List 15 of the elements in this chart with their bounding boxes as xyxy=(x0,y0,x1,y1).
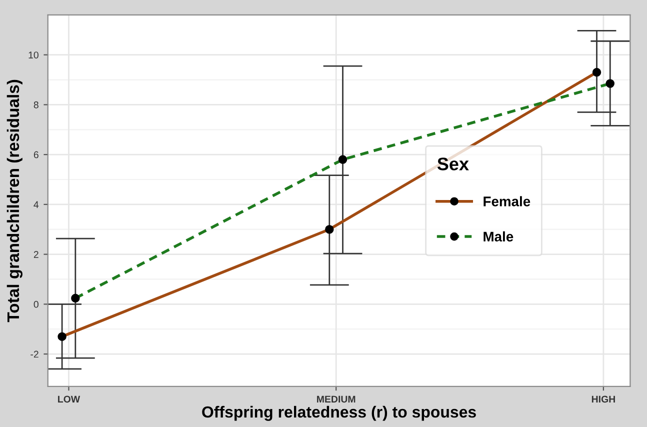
y-tick-label: -2 xyxy=(30,350,38,358)
y-tick-label: 8 xyxy=(34,101,38,108)
x-tick-label: MEDIUM xyxy=(317,396,356,403)
y-tick-label: 10 xyxy=(28,52,38,58)
x-tick-label: LOW xyxy=(58,396,80,403)
y-tick-label: 4 xyxy=(34,201,39,208)
y-tick-label: 6 xyxy=(34,151,38,158)
legend-title: Sex xyxy=(437,158,469,170)
x-tick-label: HIGH xyxy=(592,396,615,403)
legend-label: Male xyxy=(484,231,514,242)
y-tick-label: 2 xyxy=(34,251,38,258)
x-axis-title: Offspring relatedness (r) to spouses xyxy=(202,406,476,421)
legend-label: Female xyxy=(484,196,530,206)
y-axis-title: Total grandchildren (residuals) xyxy=(6,80,22,322)
y-tick-label: 0 xyxy=(34,300,38,308)
